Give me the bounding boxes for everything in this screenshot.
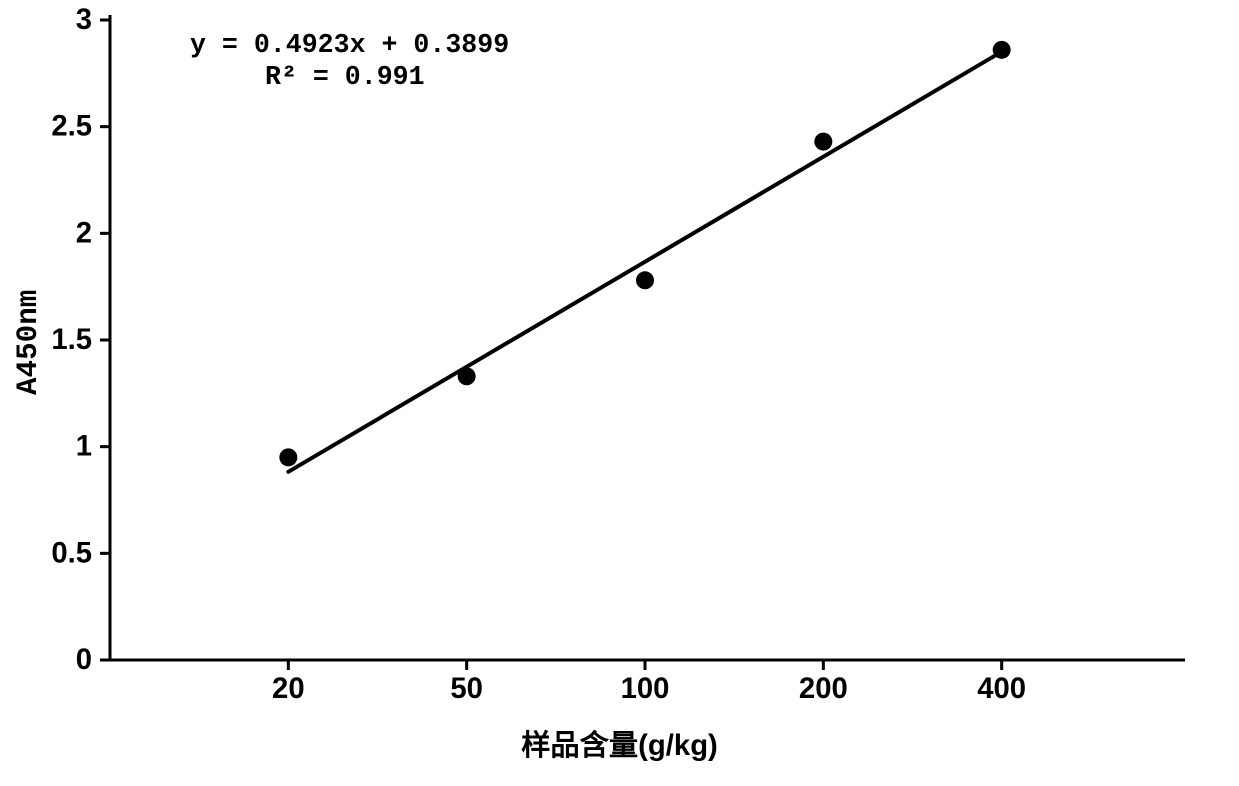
y-tick-label: 1.5 bbox=[51, 324, 92, 356]
data-point bbox=[636, 271, 654, 289]
data-point bbox=[993, 41, 1011, 59]
chart-container: 0 0.5 1 1.5 2 2.5 3 20 50 100 200 400 y = 0.4923x +… bbox=[0, 0, 1239, 786]
r-squared-annotation: R² = 0.991 bbox=[265, 62, 425, 92]
x-axis-label: 样品含量(g/kg) bbox=[0, 722, 1239, 764]
x-tick-label: 20 bbox=[272, 673, 305, 705]
y-tick-label: 0 bbox=[76, 644, 92, 676]
x-tick-label: 50 bbox=[450, 673, 483, 705]
y-tick-label: 1 bbox=[76, 431, 92, 463]
equation-annotation: y = 0.4923x + 0.3899 bbox=[190, 30, 509, 60]
y-tick-label: 2.5 bbox=[51, 111, 92, 143]
chart-svg: 0 0.5 1 1.5 2 2.5 3 20 50 100 200 400 bbox=[0, 0, 1239, 786]
regression-line bbox=[288, 52, 1001, 472]
x-tick-label: 100 bbox=[621, 673, 670, 705]
data-point bbox=[279, 448, 297, 466]
y-tick-label: 0.5 bbox=[51, 537, 92, 569]
x-tick-label: 400 bbox=[977, 673, 1026, 705]
y-tick-label: 2 bbox=[76, 217, 92, 249]
y-axis-label: A450nm bbox=[12, 290, 45, 395]
data-point bbox=[458, 367, 476, 385]
data-point bbox=[814, 133, 832, 151]
y-tick-label: 3 bbox=[76, 4, 92, 36]
x-tick-label: 200 bbox=[799, 673, 848, 705]
